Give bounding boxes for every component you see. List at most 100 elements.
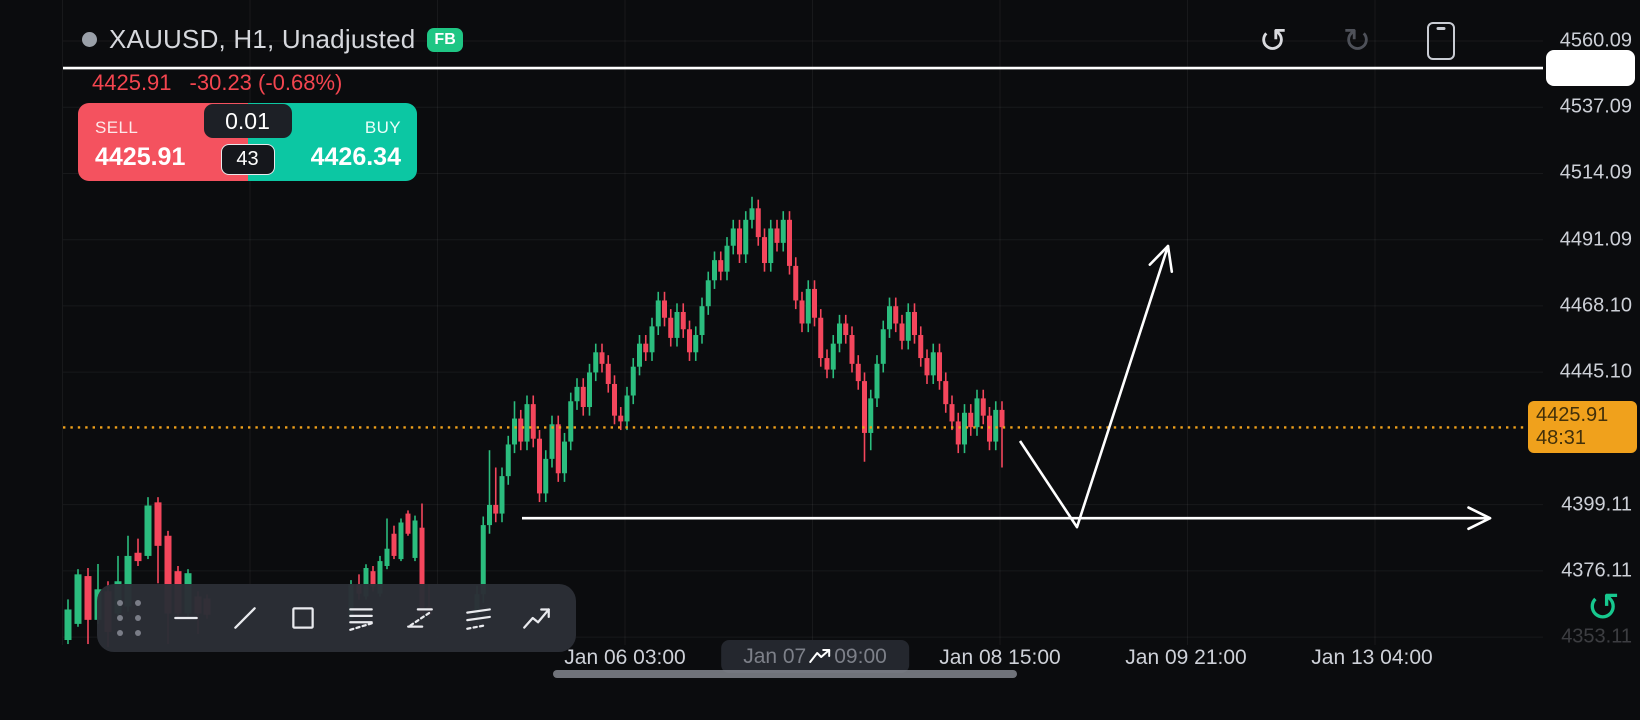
- candle: [855, 363, 861, 382]
- candle: [843, 323, 849, 336]
- candle: [993, 409, 999, 442]
- candle: [749, 208, 755, 220]
- candle: [662, 300, 667, 318]
- buy-price: 4426.34: [310, 143, 401, 171]
- candle: [668, 317, 674, 338]
- candle: [370, 571, 376, 587]
- lot-size-field[interactable]: 0.01: [203, 104, 292, 138]
- candle: [949, 404, 955, 422]
- candle: [649, 326, 655, 353]
- refresh-icon[interactable]: ↺: [1586, 586, 1620, 630]
- candle: [930, 352, 936, 376]
- candle: [887, 306, 892, 330]
- candle: [624, 395, 630, 422]
- time-axis-label: Jan 06 03:00: [564, 646, 686, 669]
- price-axis-label: 4491.09: [1559, 228, 1632, 251]
- price-axis-label: 4445.10: [1559, 360, 1632, 383]
- candle: [518, 418, 524, 442]
- arrow-drawing-glyph: [809, 648, 831, 663]
- candle: [524, 404, 530, 442]
- price-axis[interactable]: 4560.09 4537.09 4514.09 4491.09 4468.10 4445.…: [1528, 0, 1640, 688]
- rectangle-icon[interactable]: [274, 591, 332, 645]
- price-axis-label: 4560.09: [1559, 29, 1632, 52]
- candle: [605, 363, 611, 384]
- phone-icon[interactable]: [1420, 20, 1462, 62]
- candle: [905, 311, 911, 341]
- candle: [868, 398, 874, 433]
- trend-based-fib-icon[interactable]: [391, 591, 449, 645]
- candle: [643, 343, 649, 353]
- drawing-time-date: Jan 07: [743, 644, 807, 668]
- candle: [555, 424, 561, 474]
- current-price-value: 4425.91: [1536, 404, 1609, 427]
- spread-value: 43: [220, 144, 275, 175]
- candle: [824, 358, 830, 370]
- candle: [830, 343, 836, 370]
- candle: [568, 401, 574, 442]
- time-axis-label: Jan 08 15:00: [939, 646, 1061, 669]
- candle: [537, 438, 542, 494]
- buy-button[interactable]: BUY 4426.34: [247, 103, 417, 181]
- drawing-toolbar: [97, 584, 576, 652]
- candle: [562, 441, 567, 474]
- candle: [391, 533, 397, 556]
- candle: [974, 398, 980, 428]
- time-axis-label: Jan 09 21:00: [1125, 646, 1247, 669]
- candle: [724, 245, 730, 272]
- chart-actions: ↺ ↻: [1252, 20, 1462, 62]
- buy-label: BUY: [364, 118, 401, 137]
- candle: [124, 555, 132, 607]
- candle: [980, 398, 986, 416]
- price-axis-label: 4399.11: [1561, 493, 1632, 516]
- candle: [505, 444, 511, 477]
- candle: [874, 363, 880, 399]
- candle: [849, 335, 855, 364]
- redo-icon[interactable]: ↻: [1342, 22, 1372, 60]
- candle: [412, 520, 418, 558]
- arrow-icon[interactable]: [508, 591, 566, 645]
- candle: [377, 561, 383, 594]
- parallel-channel-icon[interactable]: [449, 591, 507, 645]
- time-axis-label: Jan 13 04:00: [1311, 646, 1433, 669]
- candle: [812, 288, 817, 318]
- candle: [805, 288, 811, 324]
- candle: [762, 237, 767, 264]
- candle: [880, 329, 886, 364]
- symbol-title[interactable]: XAUUSD, H1, Unadjusted: [109, 24, 416, 54]
- time-axis[interactable]: Jan 06 03:00 Jan 08 15:00 Jan 09 21:00 Jan …: [0, 640, 1640, 678]
- candle: [487, 504, 492, 526]
- horizontal-scrollbar[interactable]: [553, 670, 1017, 678]
- horizontal-line-icon[interactable]: [157, 591, 215, 645]
- trend-line-icon[interactable]: [215, 591, 273, 645]
- candle: [712, 260, 717, 281]
- drag-handle[interactable]: [117, 600, 141, 636]
- candle: [164, 535, 172, 614]
- candle: [943, 381, 949, 405]
- chart-legend[interactable]: XAUUSD, H1, Unadjusted FB: [82, 24, 463, 55]
- candle: [587, 372, 592, 408]
- fib-retracement-icon[interactable]: [332, 591, 390, 645]
- drawing-time-label[interactable]: Jan 07 09:00: [721, 640, 909, 673]
- candle: [680, 311, 686, 330]
- broker-badge[interactable]: FB: [427, 27, 463, 52]
- candle: [612, 383, 617, 416]
- sell-price: 4425.91: [95, 143, 186, 171]
- candle: [599, 352, 605, 364]
- drawing-price-label: [1546, 50, 1635, 87]
- candle: [74, 574, 82, 624]
- candle: [84, 576, 92, 620]
- candle: [593, 352, 599, 373]
- candle: [962, 412, 967, 445]
- last-price: 4425.91: [92, 70, 172, 95]
- candle: [837, 323, 842, 344]
- sell-button[interactable]: SELL 4425.91: [78, 103, 248, 181]
- candle: [655, 300, 661, 327]
- candle: [862, 381, 867, 433]
- candle: [730, 228, 736, 246]
- zigzag-arrow-drawing[interactable]: [1018, 245, 1170, 529]
- undo-icon[interactable]: ↺: [1258, 22, 1288, 60]
- drawing-time-time: 09:00: [834, 644, 887, 668]
- order-panel: SELL 4425.91 BUY 4426.34 0.01 43: [78, 103, 417, 181]
- candle: [530, 404, 536, 439]
- symbol-status-dot: [82, 32, 97, 47]
